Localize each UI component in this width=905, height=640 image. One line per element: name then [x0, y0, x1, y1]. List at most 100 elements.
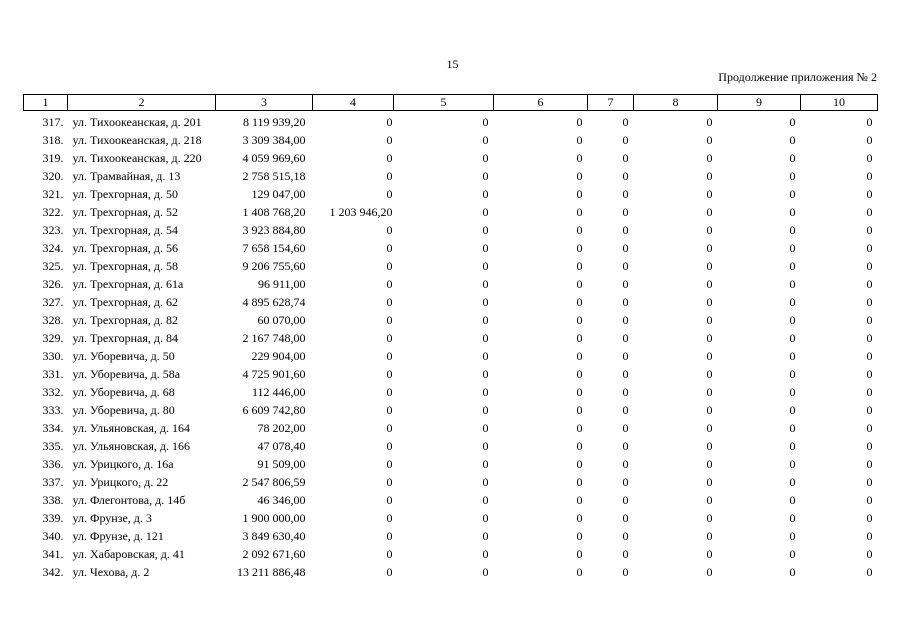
row-value-3: 7 658 154,60	[242, 241, 306, 255]
row-value-5: 0	[482, 421, 489, 435]
row-value-9: 0	[789, 349, 796, 363]
row-value-4: 0	[386, 457, 393, 471]
row-number: 335.	[42, 439, 64, 453]
row-address: ул. Фрунзе, д. 3	[72, 511, 152, 525]
row-number: 326.	[42, 277, 64, 291]
row-value-5: 0	[482, 403, 489, 417]
row-value-3: 4 895 628,74	[242, 295, 306, 309]
row-number: 342.	[42, 565, 64, 579]
row-number: 336.	[42, 457, 64, 471]
row-value-6: 0	[576, 259, 583, 273]
row-value-3: 229 904,00	[251, 349, 306, 363]
row-value-4: 0	[386, 385, 393, 399]
row-value-4: 0	[386, 475, 393, 489]
row-value-9: 0	[789, 115, 796, 129]
table-row: 319. ул. Тихоокеанская, д. 220 4 059 969…	[24, 147, 878, 165]
row-number: 318.	[42, 133, 64, 147]
row-value-5: 0	[482, 439, 489, 453]
row-value-6: 0	[576, 457, 583, 471]
row-value-10: 0	[866, 241, 873, 255]
row-value-10: 0	[866, 367, 873, 381]
row-number: 325.	[42, 259, 64, 273]
row-value-10: 0	[866, 295, 873, 309]
row-value-8: 0	[706, 475, 713, 489]
table-row: 321. ул. Трехгорная, д. 50 129 047,00 0 …	[24, 183, 878, 201]
row-value-3: 3 849 630,40	[242, 529, 306, 543]
table-row: 323. ул. Трехгорная, д. 54 3 923 884,80 …	[24, 219, 878, 237]
row-value-9: 0	[789, 169, 796, 183]
row-value-10: 0	[866, 277, 873, 291]
row-value-6: 0	[576, 547, 583, 561]
row-address: ул. Тихоокеанская, д. 220	[72, 151, 202, 165]
row-value-10: 0	[866, 169, 873, 183]
row-value-9: 0	[789, 385, 796, 399]
row-value-9: 0	[789, 547, 796, 561]
row-value-4: 0	[386, 349, 393, 363]
row-value-3: 3 309 384,00	[242, 133, 306, 147]
row-value-5: 0	[482, 349, 489, 363]
row-value-9: 0	[789, 421, 796, 435]
row-value-5: 0	[482, 295, 489, 309]
table-row: 331. ул. Уборевича, д. 58а 4 725 901,60 …	[24, 363, 878, 381]
row-value-6: 0	[576, 439, 583, 453]
row-value-5: 0	[482, 259, 489, 273]
row-value-8: 0	[706, 385, 713, 399]
table-row: 338. ул. Флегонтова, д. 14б 46 346,00 0 …	[24, 489, 878, 507]
row-address: ул. Урицкого, д. 16а	[72, 457, 174, 471]
row-value-8: 0	[706, 187, 713, 201]
row-value-4: 0	[386, 313, 393, 327]
column-header: 7	[587, 94, 634, 111]
row-value-4: 0	[386, 187, 393, 201]
row-value-4: 0	[386, 115, 393, 129]
row-value-6: 0	[576, 187, 583, 201]
row-value-10: 0	[866, 151, 873, 165]
row-value-7: 0	[622, 475, 629, 489]
column-header: 2	[67, 94, 216, 111]
table-row: 317. ул. Тихоокеанская, д. 201 8 119 939…	[24, 111, 878, 130]
column-header: 3	[215, 94, 313, 111]
table-row: 333. ул. Уборевича, д. 80 6 609 742,80 0…	[24, 399, 878, 417]
row-value-7: 0	[622, 151, 629, 165]
table-row: 318. ул. Тихоокеанская, д. 218 3 309 384…	[24, 129, 878, 147]
row-value-6: 0	[576, 529, 583, 543]
column-header: 9	[717, 94, 801, 111]
column-header: 6	[493, 94, 588, 111]
row-address: ул. Тихоокеанская, д. 218	[72, 133, 202, 147]
row-value-10: 0	[866, 475, 873, 489]
table-row: 336. ул. Урицкого, д. 16а 91 509,00 0 0 …	[24, 453, 878, 471]
row-value-8: 0	[706, 367, 713, 381]
column-header: 5	[393, 94, 494, 111]
row-value-7: 0	[622, 313, 629, 327]
row-value-9: 0	[789, 475, 796, 489]
row-value-5: 0	[482, 169, 489, 183]
row-value-9: 0	[789, 493, 796, 507]
row-address: ул. Трехгорная, д. 56	[72, 241, 179, 255]
row-value-5: 0	[482, 475, 489, 489]
row-value-3: 112 446,00	[251, 385, 306, 399]
row-value-9: 0	[789, 367, 796, 381]
row-value-4: 0	[386, 529, 393, 543]
row-value-7: 0	[622, 205, 629, 219]
row-value-4: 0	[386, 133, 393, 147]
row-value-8: 0	[706, 277, 713, 291]
table-row: 337. ул. Урицкого, д. 22 2 547 806,59 0 …	[24, 471, 878, 489]
row-value-3: 4 059 969,60	[242, 151, 306, 165]
row-value-10: 0	[866, 457, 873, 471]
row-value-7: 0	[622, 385, 629, 399]
row-value-10: 0	[866, 205, 873, 219]
row-value-7: 0	[622, 223, 629, 237]
row-value-9: 0	[789, 331, 796, 345]
row-value-8: 0	[706, 241, 713, 255]
row-address: ул. Трехгорная, д. 50	[72, 187, 179, 201]
row-value-5: 0	[482, 565, 489, 579]
row-number: 330.	[42, 349, 64, 363]
row-value-6: 0	[576, 421, 583, 435]
row-value-3: 4 725 901,60	[242, 367, 306, 381]
column-header: 8	[633, 94, 718, 111]
row-value-10: 0	[866, 187, 873, 201]
row-value-6: 0	[576, 493, 583, 507]
table-row: 324. ул. Трехгорная, д. 56 7 658 154,60 …	[24, 237, 878, 255]
row-address: ул. Трехгорная, д. 52	[72, 205, 179, 219]
row-value-7: 0	[622, 331, 629, 345]
row-value-10: 0	[866, 439, 873, 453]
